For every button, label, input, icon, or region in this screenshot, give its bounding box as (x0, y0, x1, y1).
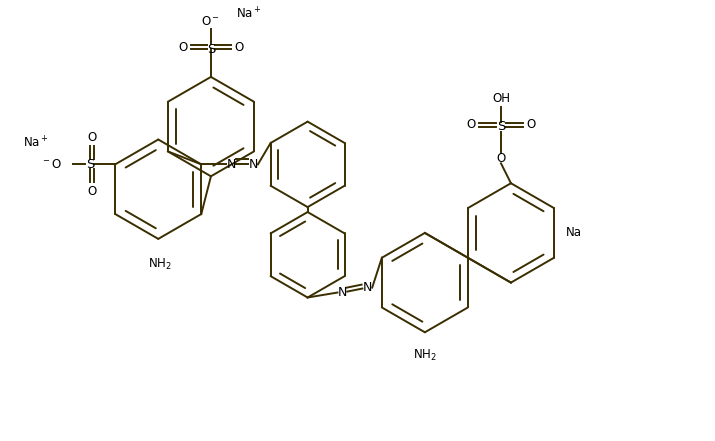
Text: OH: OH (492, 92, 510, 105)
Text: O: O (179, 41, 188, 54)
Text: Na$^+$: Na$^+$ (23, 135, 49, 150)
Text: Na$^+$: Na$^+$ (236, 7, 262, 22)
Text: S: S (497, 120, 506, 133)
Text: N: N (248, 158, 257, 171)
Text: N: N (227, 158, 236, 171)
Text: NH$_2$: NH$_2$ (148, 257, 172, 272)
Text: N: N (337, 286, 347, 299)
Text: Na: Na (566, 226, 582, 239)
Text: O: O (88, 131, 97, 144)
Text: O$^-$: O$^-$ (202, 15, 220, 28)
Text: O: O (88, 185, 97, 198)
Text: O: O (467, 118, 475, 131)
Text: N: N (363, 281, 372, 294)
Text: $^-$O: $^-$O (41, 158, 63, 171)
Text: O: O (526, 118, 536, 131)
Text: S: S (207, 43, 215, 56)
Text: O: O (496, 152, 506, 165)
Text: NH$_2$: NH$_2$ (413, 348, 437, 363)
Text: S: S (87, 158, 94, 171)
Text: O: O (234, 41, 243, 54)
